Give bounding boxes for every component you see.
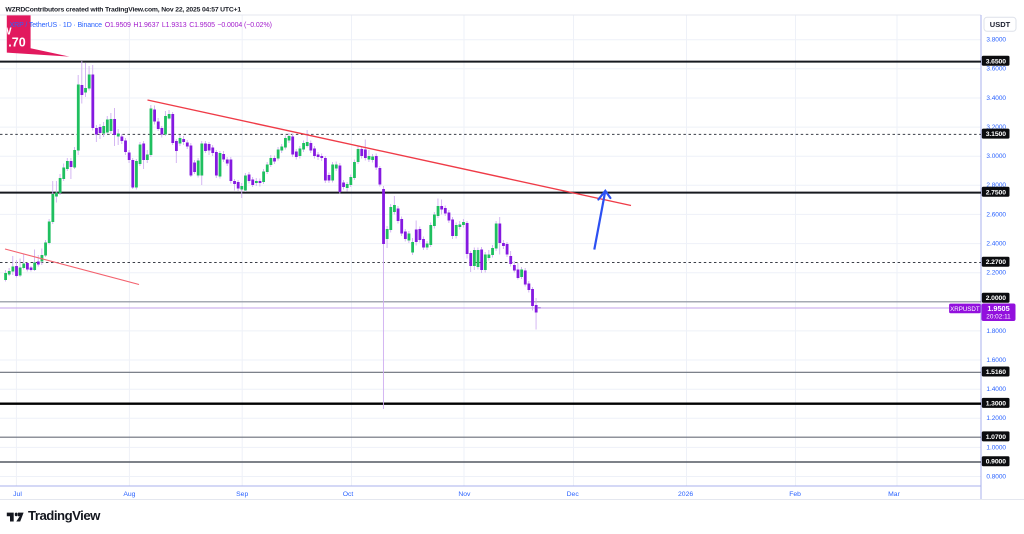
svg-text:XRP / TetherUS · 1D · Binance: XRP / TetherUS · 1D · Binance bbox=[10, 22, 103, 29]
svg-text:3.6000: 3.6000 bbox=[986, 66, 1006, 73]
svg-text:3.4000: 3.4000 bbox=[986, 95, 1006, 102]
svg-text:1.5160: 1.5160 bbox=[986, 369, 1007, 376]
svg-text:Mar: Mar bbox=[888, 491, 900, 498]
svg-text:20:02:11: 20:02:11 bbox=[986, 313, 1011, 320]
svg-text:Nov: Nov bbox=[458, 491, 471, 498]
svg-text:1.8000: 1.8000 bbox=[986, 328, 1006, 335]
svg-text:1.4000: 1.4000 bbox=[986, 386, 1006, 393]
svg-text:Dec: Dec bbox=[567, 491, 580, 498]
svg-text:2.8000: 2.8000 bbox=[986, 182, 1006, 189]
svg-text:Feb: Feb bbox=[789, 491, 801, 498]
svg-text:0.9000: 0.9000 bbox=[986, 459, 1007, 466]
svg-text:1.0000: 1.0000 bbox=[986, 444, 1006, 451]
svg-text:1.0700: 1.0700 bbox=[986, 434, 1007, 441]
svg-text:USDT: USDT bbox=[990, 20, 1011, 29]
svg-text:O1.9509: O1.9509 bbox=[105, 22, 131, 29]
svg-text:Sep: Sep bbox=[236, 491, 248, 498]
svg-text:Aug: Aug bbox=[123, 491, 135, 498]
svg-text:3.8000: 3.8000 bbox=[986, 37, 1006, 44]
svg-text:3.2000: 3.2000 bbox=[986, 124, 1006, 131]
svg-text:−0.0004 (−0.02%): −0.0004 (−0.02%) bbox=[217, 22, 271, 29]
svg-text:H1.9637: H1.9637 bbox=[133, 22, 159, 29]
svg-text:2.0000: 2.0000 bbox=[986, 295, 1007, 302]
svg-text:C1.9505: C1.9505 bbox=[189, 22, 215, 29]
svg-text:1.6000: 1.6000 bbox=[986, 357, 1006, 364]
svg-text:2.4000: 2.4000 bbox=[986, 241, 1006, 248]
svg-text:2.7500: 2.7500 bbox=[986, 189, 1007, 196]
svg-text:L1.9313: L1.9313 bbox=[162, 22, 187, 29]
svg-text:2.2000: 2.2000 bbox=[986, 270, 1006, 277]
svg-text:2.2700: 2.2700 bbox=[986, 259, 1007, 266]
svg-text:WZRDContributors created with: WZRDContributors created with TradingVie… bbox=[5, 6, 241, 13]
svg-text:3.0000: 3.0000 bbox=[986, 153, 1006, 160]
svg-text:1.9505: 1.9505 bbox=[987, 304, 1009, 313]
svg-text:Oct: Oct bbox=[343, 491, 354, 498]
svg-text:0.8000: 0.8000 bbox=[986, 473, 1006, 480]
svg-text:1.3000: 1.3000 bbox=[986, 400, 1007, 407]
svg-text:3.1500: 3.1500 bbox=[986, 131, 1007, 138]
svg-text:2.6000: 2.6000 bbox=[986, 211, 1006, 218]
svg-text:2026: 2026 bbox=[678, 491, 693, 498]
svg-text:.70: .70 bbox=[8, 36, 25, 50]
svg-text:W: W bbox=[2, 26, 12, 38]
svg-text:1.2000: 1.2000 bbox=[986, 415, 1006, 422]
svg-text:XRPUSDT: XRPUSDT bbox=[950, 306, 980, 313]
svg-text:Jul: Jul bbox=[13, 491, 22, 498]
svg-text:3.6500: 3.6500 bbox=[986, 58, 1007, 65]
svg-text:TradingView: TradingView bbox=[28, 508, 101, 523]
